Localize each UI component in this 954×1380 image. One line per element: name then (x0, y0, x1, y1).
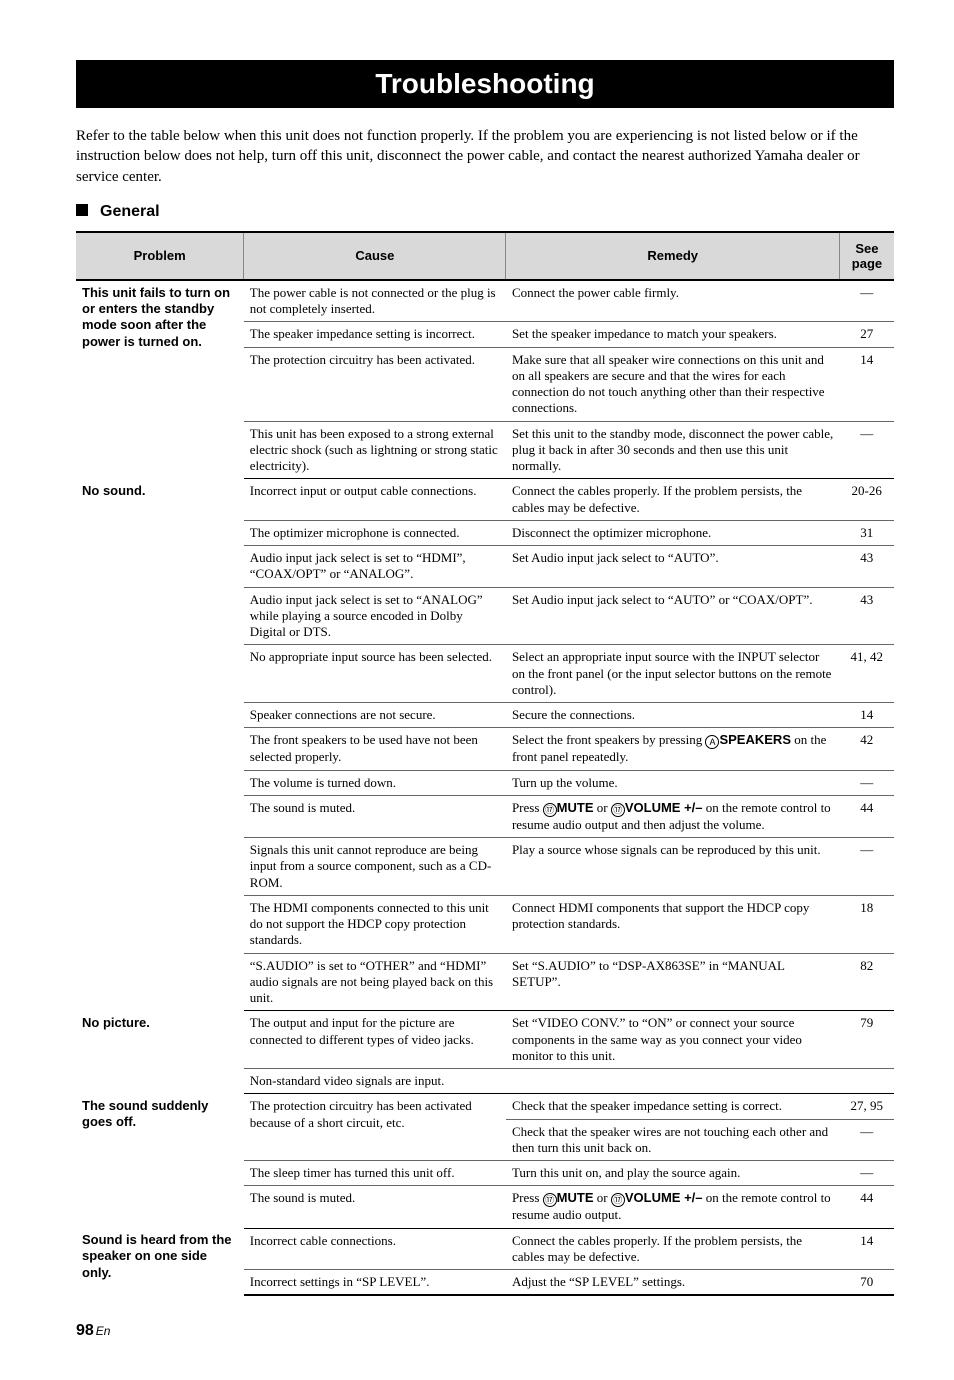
cause-cell: Incorrect cable connections. (244, 1228, 506, 1270)
page-ref-cell: 79 (839, 1011, 894, 1069)
page-ref-cell: 44 (839, 795, 894, 837)
cause-cell: The sleep timer has turned this unit off… (244, 1161, 506, 1186)
page-number-value: 98 (76, 1322, 94, 1339)
cause-cell: Speaker connections are not secure. (244, 703, 506, 728)
cause-cell: Incorrect settings in “SP LEVEL”. (244, 1270, 506, 1296)
page-ref-cell: 14 (839, 347, 894, 421)
remedy-cell: Play a source whose signals can be repro… (506, 838, 839, 896)
cause-cell: No appropriate input source has been sel… (244, 645, 506, 703)
cause-cell: Incorrect input or output cable connecti… (244, 479, 506, 521)
remedy-cell: Set Audio input jack select to “AUTO”. (506, 546, 839, 588)
page-ref-cell: 42 (839, 728, 894, 770)
remedy-cell: Adjust the “SP LEVEL” settings. (506, 1270, 839, 1296)
intro-paragraph: Refer to the table below when this unit … (76, 126, 894, 187)
cause-cell: The speaker impedance setting is incorre… (244, 322, 506, 347)
cause-cell: The HDMI components connected to this un… (244, 895, 506, 953)
problem-cell: This unit fails to turn on or enters the… (76, 280, 244, 479)
page-ref-cell: 27, 95 (839, 1094, 894, 1119)
page-title: Troubleshooting (76, 60, 894, 108)
problem-cell: The sound suddenly goes off. (76, 1094, 244, 1228)
page-ref-cell: — (839, 838, 894, 896)
page-ref-cell: 41, 42 (839, 645, 894, 703)
page-ref-cell: 31 (839, 520, 894, 545)
cause-cell: The volume is turned down. (244, 770, 506, 795)
page-ref-cell: 70 (839, 1270, 894, 1296)
remedy-cell: Set “VIDEO CONV.” to “ON” or connect you… (506, 1011, 839, 1069)
page-ref-cell: 27 (839, 322, 894, 347)
remedy-cell: Press ⑰MUTE or ⑰VOLUME +/– on the remote… (506, 795, 839, 837)
remedy-cell: Connect HDMI components that support the… (506, 895, 839, 953)
page-ref-cell: 82 (839, 953, 894, 1011)
remedy-cell: Connect the power cable firmly. (506, 280, 839, 322)
table-row: Sound is heard from the speaker on one s… (76, 1228, 894, 1270)
problem-cell: No picture. (76, 1011, 244, 1094)
table-header-row: Problem Cause Remedy See page (76, 232, 894, 280)
page-ref-cell: — (839, 280, 894, 322)
cause-cell: The power cable is not connected or the … (244, 280, 506, 322)
remedy-cell: Disconnect the optimizer microphone. (506, 520, 839, 545)
remedy-cell: Set this unit to the standby mode, disco… (506, 421, 839, 479)
remedy-cell: Secure the connections. (506, 703, 839, 728)
remedy-cell: Check that the speaker impedance setting… (506, 1094, 839, 1119)
remedy-cell: Set “S.AUDIO” to “DSP-AX863SE” in “MANUA… (506, 953, 839, 1011)
table-row: This unit fails to turn on or enters the… (76, 280, 894, 322)
cause-cell: Audio input jack select is set to “ANALO… (244, 587, 506, 645)
cause-cell: Non-standard video signals are input. (244, 1069, 506, 1094)
remedy-cell: Set the speaker impedance to match your … (506, 322, 839, 347)
page-ref-cell: — (839, 421, 894, 479)
cause-cell: The sound is muted. (244, 1186, 506, 1228)
page-ref-cell: 43 (839, 587, 894, 645)
page-ref-cell: 20-26 (839, 479, 894, 521)
problem-cell: No sound. (76, 479, 244, 1011)
page-ref-cell: — (839, 1161, 894, 1186)
remedy-cell: Select the front speakers by pressing AS… (506, 728, 839, 770)
col-remedy: Remedy (506, 232, 839, 280)
section-heading: General (76, 203, 894, 221)
remedy-cell: Press ⑰MUTE or ⑰VOLUME +/– on the remote… (506, 1186, 839, 1228)
troubleshooting-table: Problem Cause Remedy See page This unit … (76, 231, 894, 1297)
table-row: No sound.Incorrect input or output cable… (76, 479, 894, 521)
cause-cell: The output and input for the picture are… (244, 1011, 506, 1069)
remedy-cell: Check that the speaker wires are not tou… (506, 1119, 839, 1161)
page-ref-cell (839, 1069, 894, 1094)
section-label: General (100, 203, 160, 220)
cause-cell: “S.AUDIO” is set to “OTHER” and “HDMI” a… (244, 953, 506, 1011)
cause-cell: The optimizer microphone is connected. (244, 520, 506, 545)
cause-cell: The sound is muted. (244, 795, 506, 837)
col-cause: Cause (244, 232, 506, 280)
page-ref-cell: 14 (839, 703, 894, 728)
page-lang: En (96, 1324, 111, 1338)
page-ref-cell: — (839, 1119, 894, 1161)
table-row: The sound suddenly goes off.The protecti… (76, 1094, 894, 1119)
cause-cell: This unit has been exposed to a strong e… (244, 421, 506, 479)
remedy-cell: Connect the cables properly. If the prob… (506, 1228, 839, 1270)
page-ref-cell: — (839, 770, 894, 795)
cause-cell: Signals this unit cannot reproduce are b… (244, 838, 506, 896)
remedy-cell (506, 1069, 839, 1094)
remedy-cell: Turn up the volume. (506, 770, 839, 795)
problem-cell: Sound is heard from the speaker on one s… (76, 1228, 244, 1295)
col-page: See page (839, 232, 894, 280)
cause-cell: The protection circuitry has been activa… (244, 1094, 506, 1161)
page-ref-cell: 44 (839, 1186, 894, 1228)
table-row: No picture.The output and input for the … (76, 1011, 894, 1069)
remedy-cell: Make sure that all speaker wire connecti… (506, 347, 839, 421)
page-ref-cell: 43 (839, 546, 894, 588)
remedy-cell: Connect the cables properly. If the prob… (506, 479, 839, 521)
remedy-cell: Select an appropriate input source with … (506, 645, 839, 703)
page-ref-cell: 18 (839, 895, 894, 953)
cause-cell: The protection circuitry has been activa… (244, 347, 506, 421)
page-ref-cell: 14 (839, 1228, 894, 1270)
remedy-cell: Set Audio input jack select to “AUTO” or… (506, 587, 839, 645)
cause-cell: Audio input jack select is set to “HDMI”… (244, 546, 506, 588)
page-number: 98En (76, 1322, 894, 1340)
remedy-cell: Turn this unit on, and play the source a… (506, 1161, 839, 1186)
col-problem: Problem (76, 232, 244, 280)
cause-cell: The front speakers to be used have not b… (244, 728, 506, 770)
section-bullet-icon (76, 204, 88, 216)
